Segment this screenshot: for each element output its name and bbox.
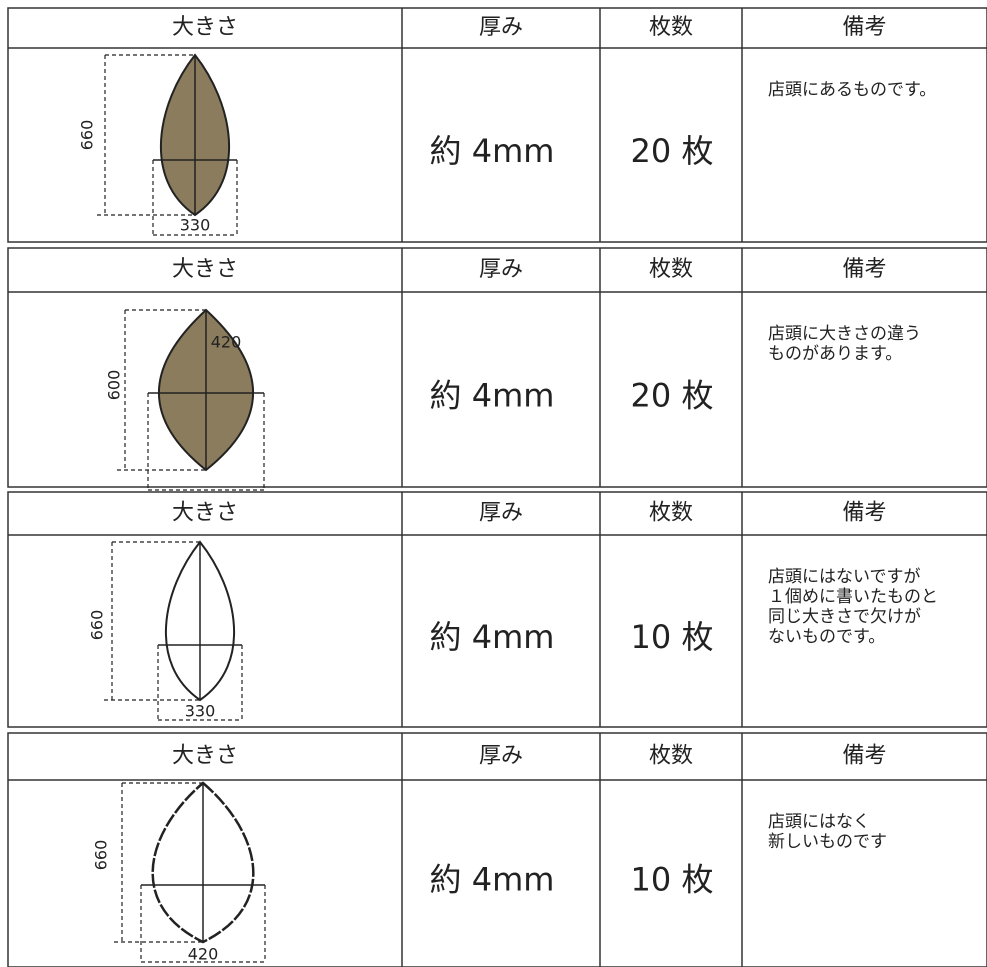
header-cell: 枚数	[649, 501, 693, 526]
header-cell: 枚数	[649, 257, 693, 282]
count: 10 枚	[631, 861, 714, 899]
note-line: 店頭にはないですが	[768, 567, 921, 587]
note-line: 新しいものです	[768, 832, 887, 852]
note-line: ないものです。	[768, 627, 885, 647]
height-label: 600	[105, 370, 124, 401]
header-cell: 大きさ	[172, 15, 238, 40]
note-line: １個めに書いたものと	[768, 587, 938, 607]
width-label: 420	[188, 945, 219, 964]
header-cell: 大きさ	[172, 501, 238, 526]
note-line: 店頭に大きさの違う	[768, 324, 921, 344]
note-line: ものがあります。	[768, 344, 902, 364]
header-cell: 大きさ	[172, 744, 238, 769]
width-label: 330	[180, 216, 211, 235]
header-cell: 枚数	[649, 744, 693, 769]
header-cell: 備考	[842, 744, 886, 769]
height-label: 660	[88, 610, 107, 641]
header-cell: 厚み	[479, 15, 523, 40]
thickness: 約 4mm	[430, 132, 555, 170]
thickness: 約 4mm	[430, 861, 555, 899]
header-cell: 厚み	[479, 744, 523, 769]
height-label: 660	[92, 840, 111, 871]
thickness: 約 4mm	[430, 377, 555, 415]
header-cell: 厚み	[479, 257, 523, 282]
width-label: 330	[185, 702, 216, 721]
table-frame	[7, 491, 987, 728]
table-frame	[7, 732, 987, 967]
table-frame	[7, 247, 987, 488]
count: 20 枚	[631, 377, 714, 415]
header-cell: 備考	[842, 15, 886, 40]
header-cell: 厚み	[479, 501, 523, 526]
thickness: 約 4mm	[430, 618, 555, 656]
note-line: 店頭にあるものです。	[768, 80, 936, 100]
header-cell: 大きさ	[172, 257, 238, 282]
header-cell: 備考	[842, 257, 886, 282]
count: 20 枚	[631, 132, 714, 170]
table-frame	[7, 7, 987, 243]
count: 10 枚	[631, 618, 714, 656]
header-cell: 枚数	[649, 15, 693, 40]
height-label: 660	[78, 120, 97, 151]
width-label: 420	[211, 333, 242, 352]
note-line: 店頭にはなく	[768, 812, 870, 832]
note-line: 同じ大きさで欠けが	[768, 607, 921, 627]
header-cell: 備考	[842, 501, 886, 526]
